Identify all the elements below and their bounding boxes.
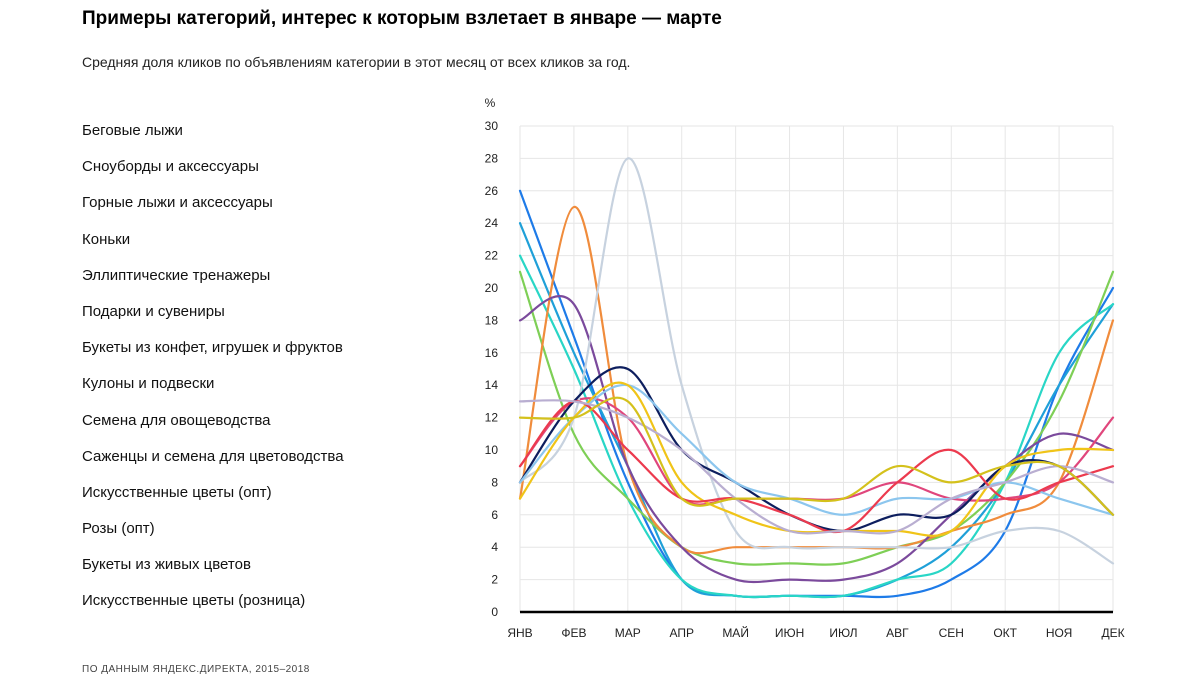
y-tick-label: 8 bbox=[491, 475, 498, 489]
series-line-0 bbox=[518, 189, 1115, 599]
x-tick-label: ДЕК bbox=[1101, 626, 1124, 640]
legend-item: Коньки bbox=[82, 230, 131, 248]
legend-item: Горные лыжи и аксессуары bbox=[82, 194, 273, 212]
x-tick-label: НОЯ bbox=[1046, 626, 1072, 640]
legend-item: Сноуборды и аксессуары bbox=[82, 158, 259, 176]
legend-item: Саженцы и семена для цветоводства bbox=[82, 447, 344, 465]
y-axis-unit: % bbox=[485, 96, 496, 110]
y-tick-label: 12 bbox=[485, 411, 499, 425]
chart-subtitle: Средняя доля кликов по объявлениям катег… bbox=[82, 54, 631, 70]
y-tick-label: 26 bbox=[485, 184, 499, 198]
legend-item: Кулоны и подвески bbox=[82, 375, 215, 393]
series-line-13 bbox=[518, 396, 1115, 516]
y-tick-label: 0 bbox=[491, 605, 498, 619]
x-tick-label: ИЮН bbox=[775, 626, 804, 640]
y-tick-label: 18 bbox=[485, 313, 499, 327]
legend: Беговые лыжи Сноуборды и аксессуары Горн… bbox=[82, 120, 344, 627]
y-tick-label: 2 bbox=[491, 573, 498, 587]
y-tick-label: 14 bbox=[485, 378, 499, 392]
x-tick-label: ЯНВ bbox=[507, 626, 532, 640]
source-note: ПО ДАННЫМ ЯНДЕКС.ДИРЕКТА, 2015–2018 bbox=[82, 664, 310, 675]
legend-item: Букеты из живых цветов bbox=[82, 556, 251, 574]
x-tick-label: МАР bbox=[615, 626, 641, 640]
y-tick-label: 28 bbox=[485, 151, 499, 165]
x-tick-label: АПР bbox=[669, 626, 694, 640]
legend-item: Семена для овощеводства bbox=[82, 411, 271, 429]
y-tick-label: 16 bbox=[485, 346, 499, 360]
y-tick-label: 20 bbox=[485, 281, 499, 295]
y-tick-label: 22 bbox=[485, 249, 499, 263]
legend-item: Розы (опт) bbox=[82, 520, 155, 538]
series-line-12 bbox=[518, 399, 1115, 535]
y-tick-label: 10 bbox=[485, 443, 499, 457]
y-tick-label: 24 bbox=[485, 216, 499, 230]
x-tick-label: АВГ bbox=[886, 626, 909, 640]
legend-item: Эллиптические тренажеры bbox=[82, 266, 271, 284]
legend-item: Букеты из конфет, игрушек и фруктов bbox=[82, 339, 343, 357]
x-tick-label: ИЮЛ bbox=[829, 626, 857, 640]
y-tick-label: 30 bbox=[485, 119, 499, 133]
x-tick-label: ОКТ bbox=[993, 626, 1017, 640]
legend-item: Беговые лыжи bbox=[82, 122, 183, 139]
legend-item: Искусственные цветы (опт) bbox=[82, 483, 272, 501]
series-line-2 bbox=[518, 254, 1115, 599]
x-tick-label: МАЙ bbox=[722, 625, 749, 640]
chart-title: Примеры категорий, интерес к которым взл… bbox=[82, 8, 722, 29]
y-tick-label: 6 bbox=[491, 508, 498, 522]
legend-item: Искусственные цветы (розница) bbox=[82, 592, 306, 610]
y-tick-label: 4 bbox=[491, 540, 498, 554]
series-line-11 bbox=[518, 400, 1115, 534]
series-line-3 bbox=[518, 270, 1115, 566]
x-tick-label: ФЕВ bbox=[561, 626, 586, 640]
series-line-7 bbox=[518, 157, 1115, 565]
legend-item: Подарки и сувениры bbox=[82, 302, 225, 320]
x-tick-label: СЕН bbox=[939, 626, 964, 640]
